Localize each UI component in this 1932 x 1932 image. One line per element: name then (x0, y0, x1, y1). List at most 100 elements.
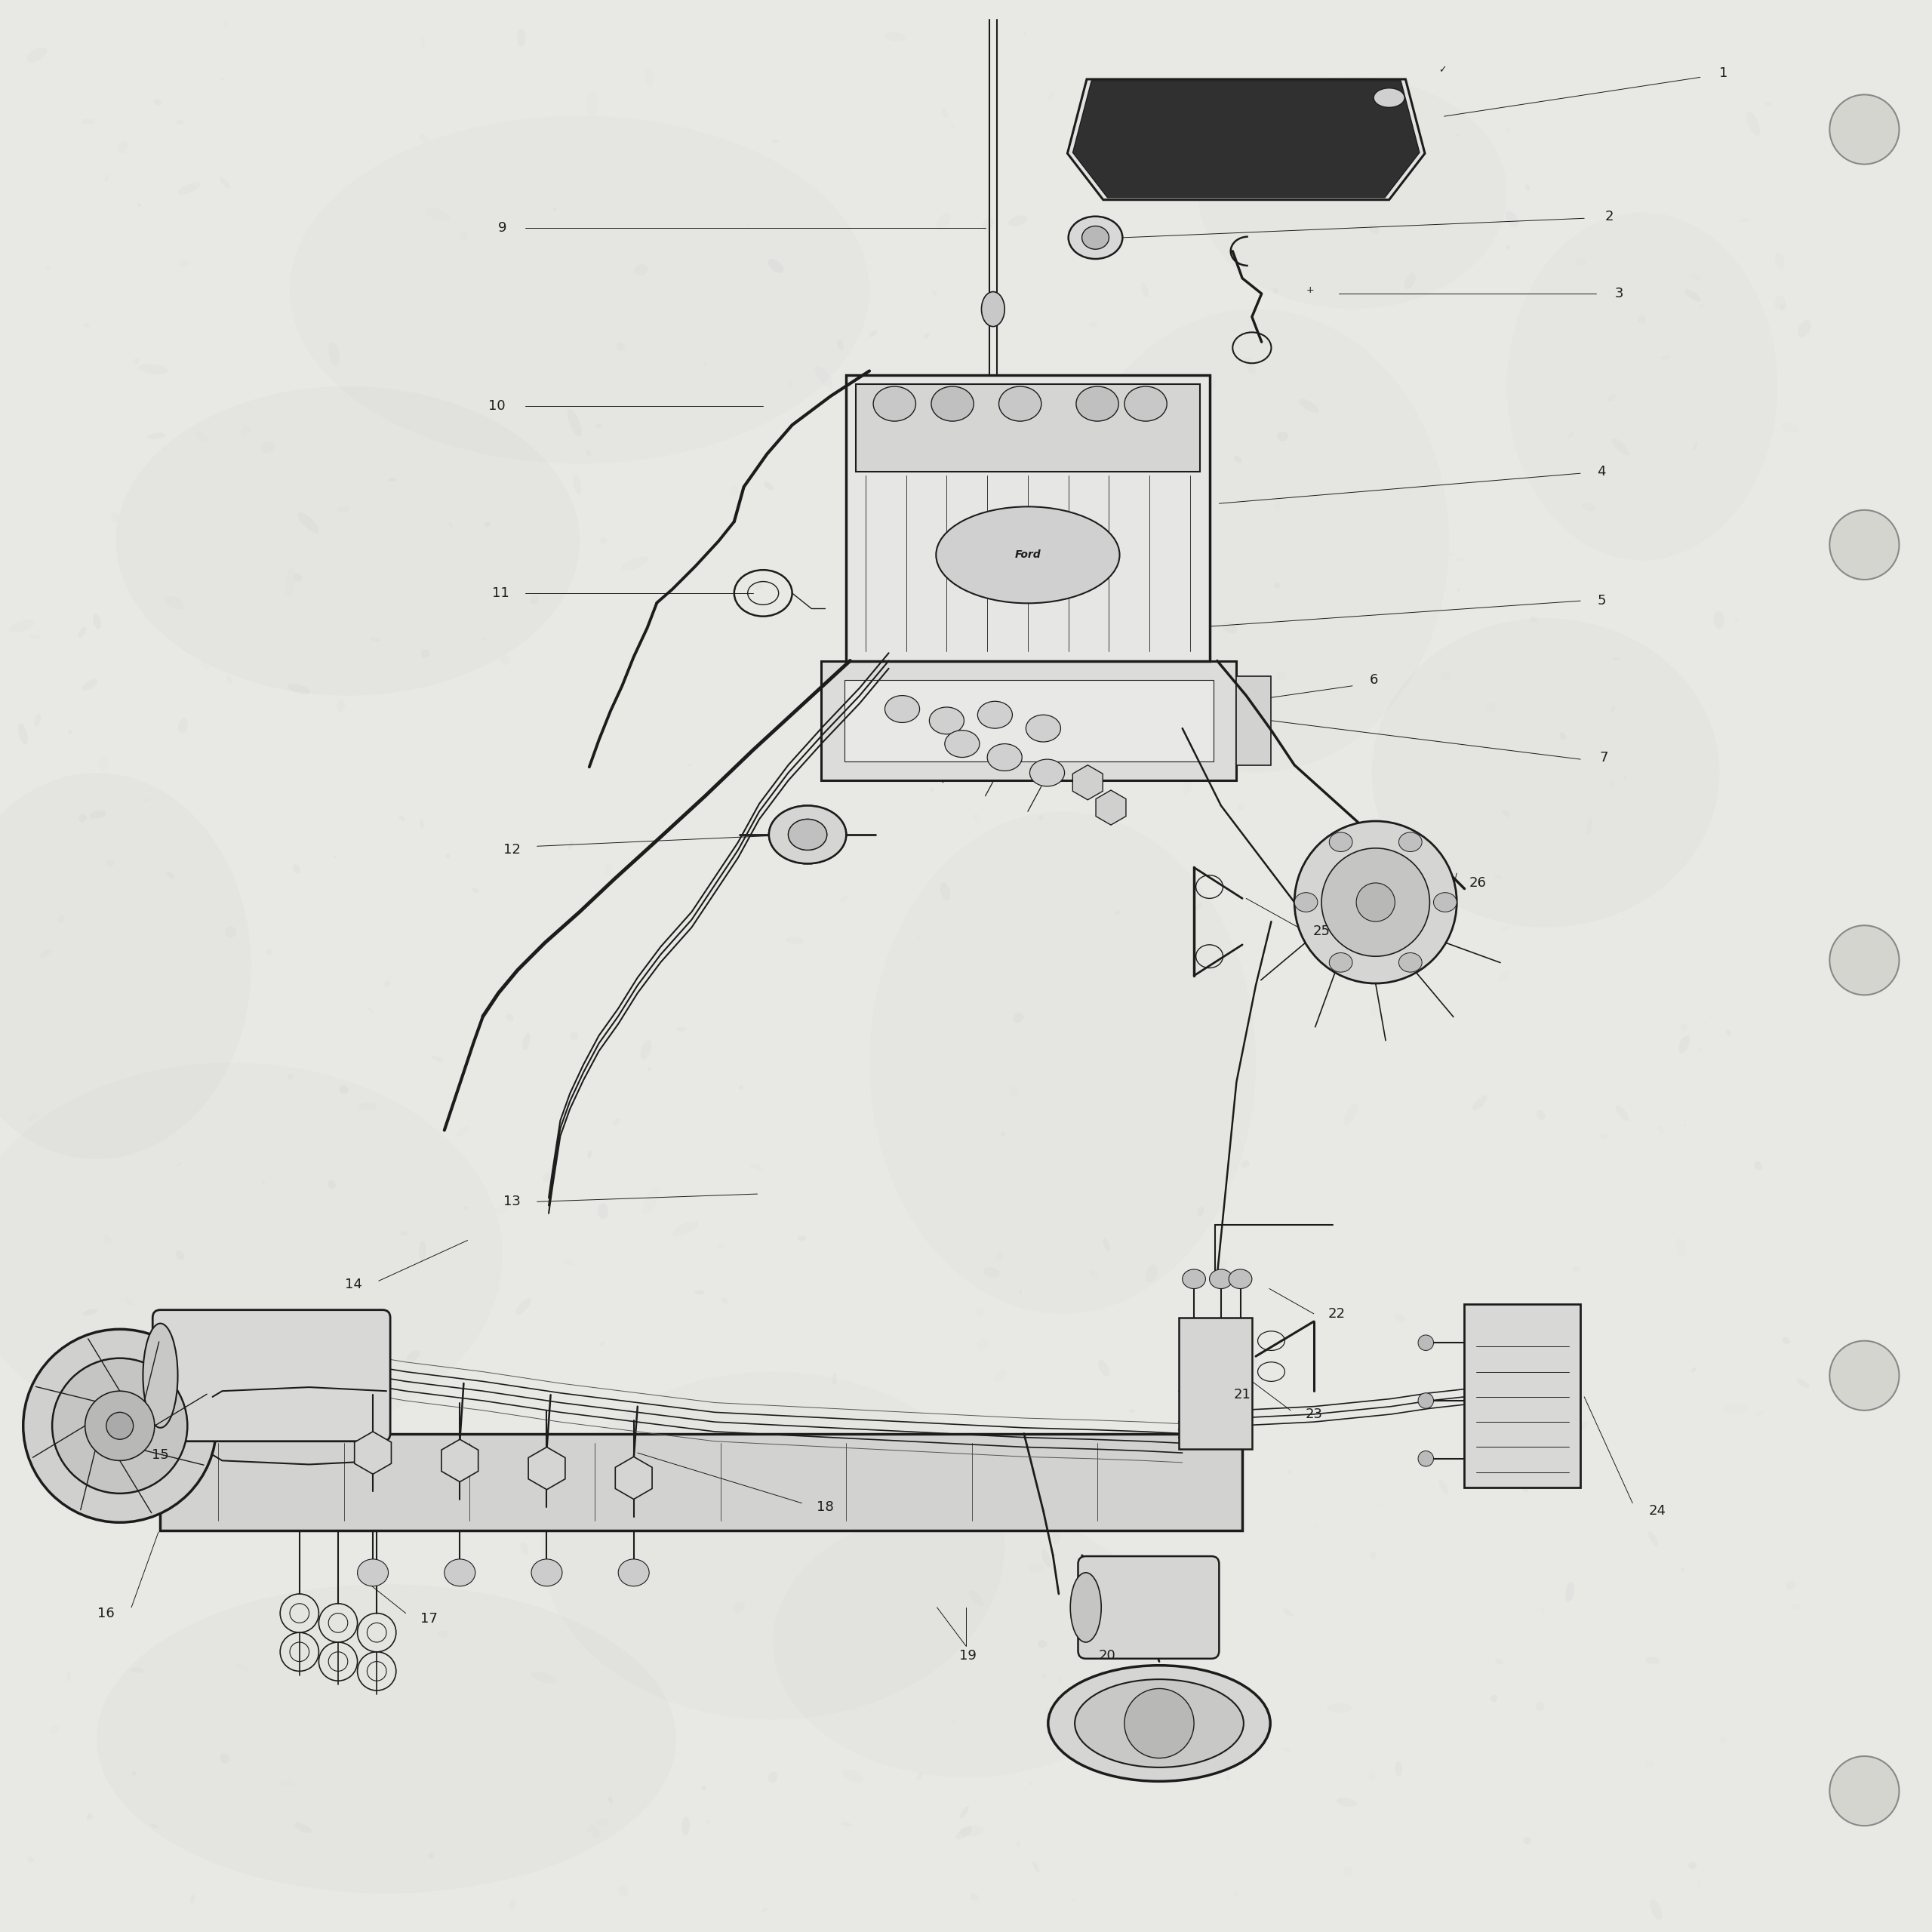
Ellipse shape (1024, 33, 1026, 35)
Ellipse shape (597, 1204, 609, 1219)
Polygon shape (614, 1457, 653, 1499)
Ellipse shape (587, 1151, 591, 1159)
Ellipse shape (1124, 386, 1167, 421)
Ellipse shape (1536, 1702, 1544, 1712)
Text: 25: 25 (1314, 923, 1329, 939)
Ellipse shape (999, 386, 1041, 421)
Ellipse shape (1049, 1665, 1271, 1781)
Ellipse shape (1254, 137, 1262, 147)
Ellipse shape (1273, 583, 1281, 589)
Ellipse shape (419, 819, 423, 829)
Ellipse shape (27, 48, 46, 62)
Ellipse shape (769, 806, 846, 864)
Ellipse shape (1049, 1451, 1055, 1459)
Polygon shape (440, 1439, 479, 1482)
Ellipse shape (1039, 815, 1043, 821)
Ellipse shape (1289, 1470, 1291, 1474)
Ellipse shape (1240, 1354, 1258, 1366)
Ellipse shape (1032, 1861, 1039, 1872)
Ellipse shape (1449, 553, 1453, 556)
Ellipse shape (568, 840, 574, 850)
Ellipse shape (1020, 1291, 1022, 1294)
Ellipse shape (83, 323, 89, 328)
Ellipse shape (885, 696, 920, 723)
Ellipse shape (599, 537, 607, 543)
Ellipse shape (1182, 1269, 1206, 1289)
Ellipse shape (131, 1667, 143, 1673)
Ellipse shape (261, 1180, 265, 1184)
Ellipse shape (421, 649, 429, 659)
Ellipse shape (1797, 1379, 1810, 1389)
Ellipse shape (788, 819, 827, 850)
Ellipse shape (81, 678, 99, 690)
Ellipse shape (1513, 1321, 1519, 1325)
Ellipse shape (1615, 1105, 1629, 1121)
Ellipse shape (869, 330, 877, 336)
Ellipse shape (139, 363, 168, 375)
Ellipse shape (929, 788, 933, 792)
Ellipse shape (1198, 77, 1507, 309)
Ellipse shape (738, 1086, 744, 1090)
Ellipse shape (1650, 1899, 1662, 1920)
Ellipse shape (328, 342, 340, 365)
Ellipse shape (1725, 1030, 1731, 1036)
Ellipse shape (1240, 734, 1244, 736)
Ellipse shape (116, 386, 580, 696)
Ellipse shape (155, 99, 160, 106)
Ellipse shape (1213, 143, 1223, 151)
Ellipse shape (1298, 398, 1320, 413)
Ellipse shape (974, 645, 993, 659)
FancyBboxPatch shape (1236, 676, 1271, 765)
FancyBboxPatch shape (1078, 1557, 1219, 1658)
Ellipse shape (357, 1559, 388, 1586)
Ellipse shape (1418, 1451, 1434, 1466)
Ellipse shape (773, 1507, 1159, 1777)
Ellipse shape (983, 1267, 1001, 1277)
Ellipse shape (634, 265, 647, 276)
Ellipse shape (1559, 732, 1567, 740)
Ellipse shape (1136, 139, 1146, 149)
Ellipse shape (464, 1206, 468, 1211)
Ellipse shape (960, 1806, 968, 1818)
Ellipse shape (1536, 1111, 1546, 1121)
Ellipse shape (1128, 1410, 1136, 1412)
Ellipse shape (224, 925, 236, 937)
Ellipse shape (647, 1068, 651, 1070)
Ellipse shape (869, 811, 1256, 1314)
Ellipse shape (1561, 1333, 1567, 1339)
Ellipse shape (400, 1231, 408, 1236)
Ellipse shape (1830, 1756, 1899, 1826)
Ellipse shape (147, 433, 166, 439)
Ellipse shape (429, 1853, 435, 1859)
Ellipse shape (798, 1236, 806, 1240)
Ellipse shape (97, 1584, 676, 1893)
Ellipse shape (1329, 133, 1335, 137)
Ellipse shape (730, 1457, 734, 1461)
Ellipse shape (166, 871, 174, 879)
Text: 13: 13 (504, 1194, 520, 1209)
Ellipse shape (77, 626, 87, 638)
Text: 7: 7 (1600, 750, 1607, 765)
Ellipse shape (0, 773, 251, 1159)
Ellipse shape (1399, 952, 1422, 972)
Ellipse shape (131, 1772, 135, 1776)
Ellipse shape (553, 209, 556, 211)
Ellipse shape (1395, 1760, 1403, 1776)
Ellipse shape (137, 203, 141, 207)
Ellipse shape (1569, 433, 1575, 439)
Ellipse shape (1321, 848, 1430, 956)
Ellipse shape (956, 1828, 972, 1839)
Ellipse shape (1714, 611, 1723, 630)
Ellipse shape (541, 1372, 1005, 1719)
Ellipse shape (483, 522, 491, 527)
Text: 1: 1 (1719, 66, 1727, 81)
Ellipse shape (585, 450, 591, 456)
Ellipse shape (87, 1814, 93, 1820)
Ellipse shape (794, 819, 804, 837)
Ellipse shape (1337, 1799, 1356, 1806)
Ellipse shape (1030, 759, 1065, 786)
Ellipse shape (1074, 1679, 1244, 1768)
Ellipse shape (1418, 1393, 1434, 1408)
Polygon shape (1072, 765, 1103, 800)
Text: 21: 21 (1235, 1387, 1250, 1403)
